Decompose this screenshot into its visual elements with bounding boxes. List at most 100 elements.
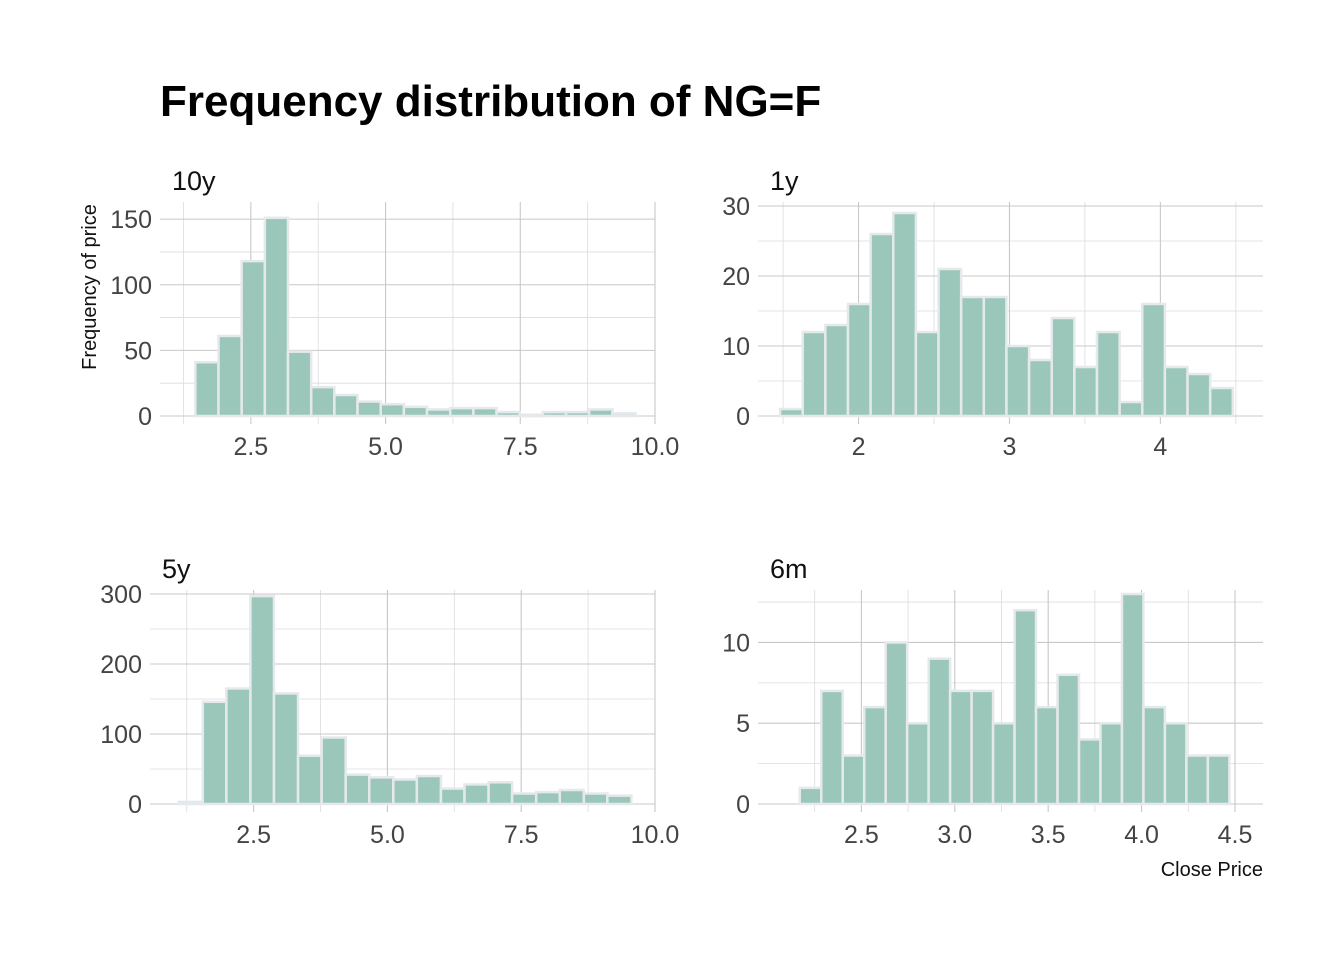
panel-label: 6m [770,554,808,584]
histogram-bar [1142,705,1167,806]
histogram-bar [333,393,359,418]
histogram-bar [344,773,371,806]
histogram-bar [1120,592,1145,806]
panel-label: 5y [162,554,191,584]
histogram-bar [320,736,347,806]
histogram-bar [249,594,276,806]
histogram-bar [927,657,952,806]
histogram-bar [240,259,267,418]
x-tick-label: 5.0 [370,821,405,849]
y-tick-label: 0 [128,791,142,819]
histogram-bar [778,407,804,418]
histogram-bar [892,211,918,418]
histogram-bar [1099,721,1124,806]
histogram-bar [982,295,1008,418]
histogram-bar [824,323,850,418]
x-tick-label: 7.5 [504,821,539,849]
histogram-bar [1186,372,1212,418]
x-tick-label: 10.0 [631,821,680,849]
x-tick-label: 3.0 [937,821,972,849]
histogram-bar [415,774,443,806]
histogram-bar [1005,344,1031,418]
histogram-bar [402,405,429,418]
y-tick-label: 0 [736,403,750,431]
panels: 0 50 100 150 2.5 5.0 7.5 10.0 10y 0 10 20 30 2 3 4 1y 0 10… [100,166,1263,849]
y-tick-label: 50 [124,337,152,365]
histogram-bar [296,754,323,806]
y-tick-label: 0 [138,403,152,431]
histogram-bar [534,790,561,806]
x-tick-label: 2.5 [233,433,268,461]
histogram-bar [439,787,466,806]
histogram-bar [819,689,844,806]
panel-label: 10y [172,166,216,196]
histogram-bar [1163,721,1188,806]
histogram-bar [1027,358,1053,418]
histogram-bar [846,302,872,418]
y-tick-label: 20 [722,263,750,291]
histogram-bar [518,413,545,418]
histogram-bar [558,788,586,806]
histogram-bar [914,330,940,418]
histogram-bar [272,692,300,806]
y-tick-label: 300 [100,581,142,609]
histogram-bar [487,781,514,806]
x-tick-label: 2 [852,433,866,461]
histogram-bar [286,350,313,418]
histogram-bar [1141,302,1167,418]
histogram-bar [798,786,823,806]
histogram-bar [1034,705,1059,806]
histogram-bar [194,360,220,418]
y-tick-label: 100 [100,721,142,749]
histogram-bar [905,721,930,806]
histogram-bar [1185,754,1210,806]
histogram-bar [1056,673,1081,806]
x-tick-label: 2.5 [236,821,271,849]
x-tick-label: 7.5 [503,433,538,461]
y-tick-label: 100 [110,272,152,300]
x-tick-label: 3.5 [1031,821,1066,849]
x-axis-label: Close Price [1161,859,1263,881]
histogram-bar [1077,738,1102,806]
histogram-bar [392,778,419,806]
x-tick-label: 4.5 [1218,821,1253,849]
histogram-bar [991,721,1016,806]
panel-10y: 0 50 100 150 2.5 5.0 7.5 10.0 10y [110,166,679,461]
histogram-bar [367,776,395,806]
histogram-bar [356,400,382,418]
panel-1y: 0 10 20 30 2 3 4 1y [722,166,1263,461]
histogram-bar [1118,400,1144,418]
histogram-bar [869,232,895,418]
x-tick-label: 2.5 [844,821,879,849]
y-tick-label: 0 [736,791,750,819]
histogram-bar [606,794,633,806]
x-tick-label: 3 [1003,433,1017,461]
histogram-bar [379,402,406,418]
y-tick-label: 10 [722,333,750,361]
histogram-bar [564,410,591,418]
histogram-bar [510,792,538,806]
histogram-bar [472,406,498,418]
x-tick-label: 10.0 [631,433,680,461]
histogram-bar [862,705,887,806]
histogram-bar [225,687,252,806]
histogram-bar [1163,365,1189,418]
histogram-bar [425,408,452,418]
histogram-bar [495,410,521,418]
x-tick-label: 4 [1153,433,1167,461]
histogram-bar [937,267,963,418]
x-tick-label: 4.0 [1124,821,1159,849]
y-tick-label: 30 [722,193,750,221]
histogram-bar [611,412,637,418]
y-tick-label: 150 [110,206,152,234]
panel-label: 1y [770,166,799,196]
panel-6m: 0 5 10 2.5 3.0 3.5 4.0 4.5 6m [722,554,1263,849]
histogram-bar [177,800,205,806]
histogram-bar [801,330,827,418]
histogram-bar [201,700,228,806]
histogram-bar [309,385,336,418]
histogram-bar [463,783,490,806]
histogram-bar [841,754,866,806]
histogram-bar [588,408,614,418]
